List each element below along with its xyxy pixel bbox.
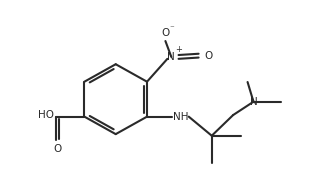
Text: N: N bbox=[167, 52, 175, 62]
Text: O: O bbox=[161, 28, 170, 38]
Text: ⁻: ⁻ bbox=[169, 24, 174, 33]
Text: NH: NH bbox=[173, 112, 189, 122]
Text: +: + bbox=[175, 46, 182, 55]
Text: HO: HO bbox=[38, 110, 54, 120]
Text: N: N bbox=[249, 97, 257, 107]
Text: O: O bbox=[53, 144, 61, 154]
Text: O: O bbox=[205, 51, 213, 61]
